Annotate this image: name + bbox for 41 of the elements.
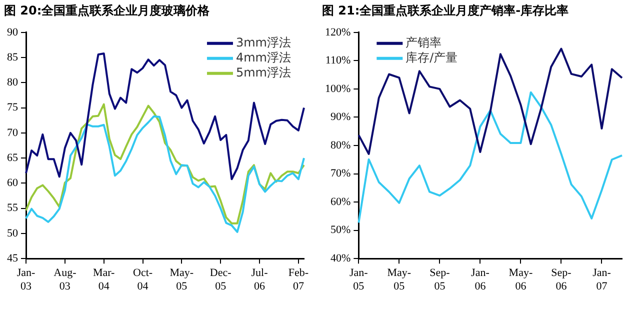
legend-label: 产销率 bbox=[406, 36, 442, 50]
chart-title: 图 21:全国重点联系企业月度产销率-库存比率 bbox=[322, 3, 569, 18]
x-tick-label: May-05 bbox=[387, 267, 412, 292]
y-tick-label: 75 bbox=[7, 102, 18, 114]
y-tick-label: 40% bbox=[330, 252, 351, 264]
chart-title: 图 20:全国重点联系企业月度玻璃价格 bbox=[4, 3, 211, 18]
x-tick-label: Sep-06 bbox=[551, 267, 572, 292]
y-tick-label: 60% bbox=[330, 196, 351, 208]
y-tick-label: 45 bbox=[7, 252, 18, 264]
x-tick-label: Feb-07 bbox=[288, 267, 309, 292]
x-tick-label: Mar-04 bbox=[92, 267, 116, 292]
legend-label: 3mm浮法 bbox=[236, 36, 291, 50]
y-tick-label: 80% bbox=[330, 139, 351, 152]
y-tick-label: 110% bbox=[325, 54, 351, 67]
x-tick-label: Jan-06 bbox=[471, 267, 490, 292]
x-tick-label: Aug-03 bbox=[54, 267, 77, 292]
x-tick-label: Jan-03 bbox=[16, 267, 36, 292]
legend-label: 库存/产量 bbox=[406, 50, 458, 65]
x-tick-label: Oct-04 bbox=[132, 267, 153, 292]
x-tick-label: Jul-06 bbox=[251, 267, 268, 292]
y-tick-label: 90% bbox=[330, 111, 351, 124]
legend-label: 4mm浮法 bbox=[236, 50, 291, 65]
legend-label: 5mm浮法 bbox=[236, 66, 291, 80]
y-tick-label: 85 bbox=[7, 51, 18, 64]
y-tick-label: 65 bbox=[7, 152, 18, 164]
y-tick-label: 90 bbox=[7, 26, 18, 38]
y-tick-label: 50% bbox=[330, 224, 351, 236]
y-tick-label: 60 bbox=[7, 177, 18, 190]
y-tick-label: 70% bbox=[330, 168, 351, 180]
x-tick-label: Sep-05 bbox=[430, 267, 450, 292]
y-tick-label: 50 bbox=[7, 227, 18, 240]
x-tick-label: May-05 bbox=[170, 267, 194, 292]
x-tick-label: Dec-05 bbox=[210, 267, 232, 292]
y-tick-label: 100% bbox=[324, 82, 351, 95]
y-tick-label: 120% bbox=[324, 26, 351, 38]
x-tick-label: Jan-05 bbox=[350, 267, 368, 292]
y-tick-label: 80 bbox=[7, 76, 18, 89]
x-tick-label: May-06 bbox=[508, 267, 533, 292]
y-tick-label: 55 bbox=[7, 202, 18, 214]
x-tick-label: Jan-07 bbox=[592, 267, 612, 292]
y-tick-label: 70 bbox=[7, 126, 18, 139]
